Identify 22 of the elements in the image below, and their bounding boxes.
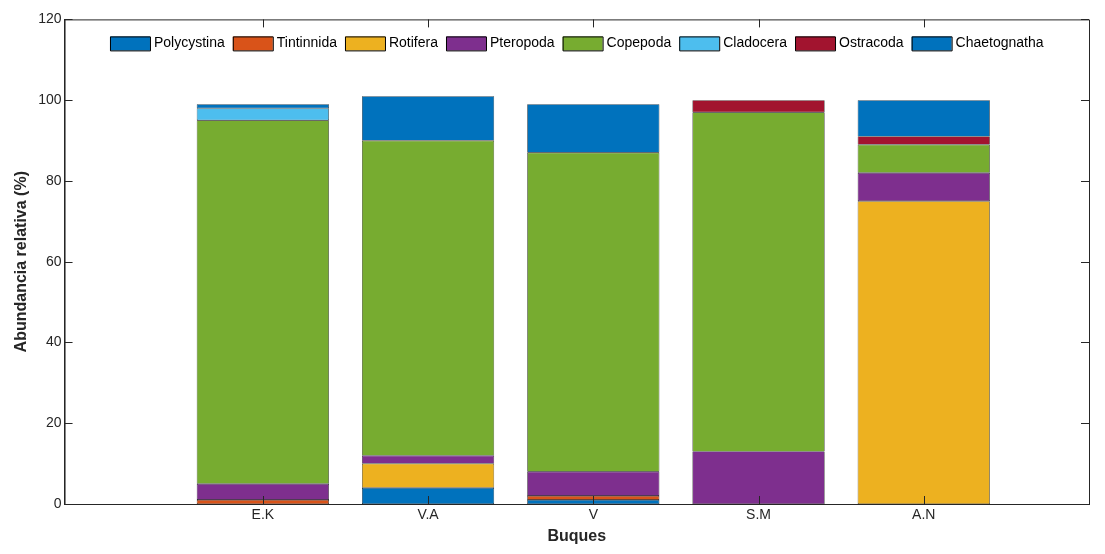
y-tick-label: 120 — [38, 10, 62, 27]
legend-label: Polycystina — [153, 34, 225, 51]
y-tick-label: 80 — [45, 171, 62, 188]
y-tick-label: 100 — [38, 91, 62, 108]
y-tick-label: 60 — [45, 252, 62, 269]
y-tick-label: 40 — [45, 333, 62, 350]
legend-label: Ostracoda — [839, 34, 904, 51]
x-tick-label: E.K — [251, 506, 275, 523]
legend-label: Chaetognatha — [955, 34, 1044, 51]
y-tick-label: 0 — [53, 494, 62, 511]
y-tick-label: 20 — [45, 414, 62, 431]
x-tick-label: V — [588, 506, 599, 523]
legend-label: Pteropoda — [489, 34, 555, 51]
x-tick-label: V.A — [417, 506, 440, 523]
x-tick-label: S.M — [746, 506, 771, 523]
legend-label: Rotifera — [388, 34, 439, 51]
legend-label: Copepoda — [606, 34, 672, 51]
x-tick-label: A.N — [912, 506, 936, 523]
y-axis-title: Abundancia relativa (%) — [12, 171, 30, 353]
x-axis-title: Buques — [547, 526, 607, 544]
legend-label: Cladocera — [723, 34, 788, 51]
legend-label: Tintinnida — [276, 34, 338, 51]
